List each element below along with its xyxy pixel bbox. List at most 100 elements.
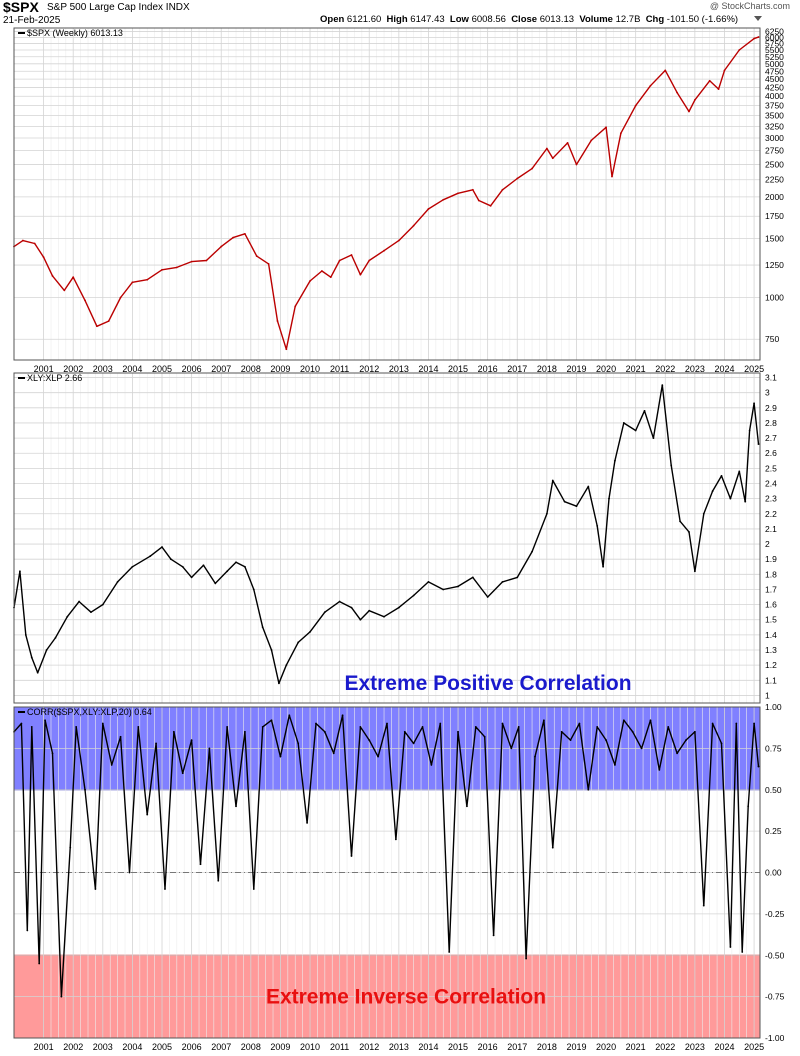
data-point [377,755,380,758]
data-point [172,730,175,733]
data-point [255,255,258,257]
data-point [54,637,57,639]
data-point [602,565,605,568]
data-point [323,611,326,614]
data-point [155,742,157,745]
data-point [510,747,513,750]
data-point [169,558,172,561]
data-point [78,600,81,603]
y-tick-label: -0.50 [765,950,785,960]
data-point [323,730,326,733]
data-point [729,946,732,948]
data-point [309,630,311,633]
data-point [107,320,110,322]
data-point [63,289,66,292]
x-tick-label: 2025 [744,364,764,374]
chart-panel-3: 2001 2002 2003 2004 2005 2006 2007 2008 2009 2010… [13,702,785,1052]
data-point [21,239,24,242]
data-point [578,722,581,725]
data-point [252,588,255,591]
data-point [244,565,246,568]
x-tick-label: 2021 [626,1042,646,1052]
data-point [252,888,255,890]
data-point [244,232,246,235]
data-point [394,838,397,841]
data-point [72,276,75,279]
data-point [175,266,178,269]
data-point [359,725,362,728]
y-tick-label: 1.1 [765,675,777,685]
data-point [702,512,705,515]
data-point [90,611,92,614]
x-tick-label: 2020 [596,364,616,374]
data-point [190,576,193,579]
y-tick-label: 750 [765,334,779,344]
y-tick-label: 0.25 [765,826,782,836]
data-point [244,730,246,733]
inverse-band-label: Extreme Inverse Correlation [266,986,546,1009]
data-point [566,142,569,144]
stockcharts-logo[interactable]: @ StockCharts.com [709,1,790,11]
data-point [744,500,747,503]
data-point [220,245,223,248]
data-point [729,497,732,500]
data-point [131,565,134,568]
x-tick-label: 2004 [122,1042,142,1052]
x-tick-label: 2012 [359,364,379,374]
data-point [587,788,590,791]
data-point [51,275,54,277]
data-point [24,633,27,636]
data-point [119,296,122,299]
data-point [631,730,634,733]
y-tick-label: 5000 [765,59,784,69]
x-tick-label: 2008 [241,1042,261,1052]
data-point [457,730,459,733]
data-point [545,147,548,150]
data-point [190,739,193,741]
data-point [516,576,519,579]
data-point [199,863,202,866]
y-tick-label: 2.6 [765,448,777,458]
x-tick-label: 2001 [34,1042,54,1052]
data-point [676,91,679,94]
data-point [483,735,486,738]
data-point [332,752,335,755]
y-tick-label: 2.2 [765,509,777,519]
y-tick-label: 0.50 [765,785,782,795]
x-tick-label: 2022 [655,1042,675,1052]
data-point [84,299,86,302]
chevron-down-icon[interactable] [754,16,762,21]
x-tick-label: 2013 [389,1042,409,1052]
x-tick-label: 2014 [418,1042,438,1052]
data-point [466,805,468,808]
x-tick-label: 2023 [685,364,705,374]
chart-panel-1: 2001 2002 2003 2004 2005 2006 2007 2008 2009 2010… [13,26,784,374]
x-tick-label: 2016 [478,1042,498,1052]
data-point [679,520,681,523]
data-point [427,208,430,210]
y-tick-label: 1.4 [765,630,777,640]
chart-header: $SPX S&P 500 Large Cap Index INDX 21-Feb… [0,0,800,28]
y-tick-label: 4000 [765,91,784,101]
x-tick-label: 2009 [270,364,290,374]
data-point [611,175,613,178]
data-point [119,735,122,738]
close-value: 6013.13 [539,14,575,25]
data-point [149,555,152,558]
data-point [614,459,616,462]
data-point [116,580,119,583]
x-tick-label: 2011 [330,1042,349,1052]
data-point [297,742,300,745]
data-point [75,725,78,728]
data-point [516,177,519,180]
data-point [279,755,282,758]
y-tick-label: 4750 [765,66,784,76]
data-point [146,278,149,281]
y-tick-label: -1.00 [765,1033,785,1043]
y-tick-label: 3 [765,388,770,398]
data-point [403,730,406,733]
data-point [531,550,533,553]
data-point [688,110,690,113]
data-point [720,475,723,477]
y-tick-label: 3.1 [765,373,777,383]
